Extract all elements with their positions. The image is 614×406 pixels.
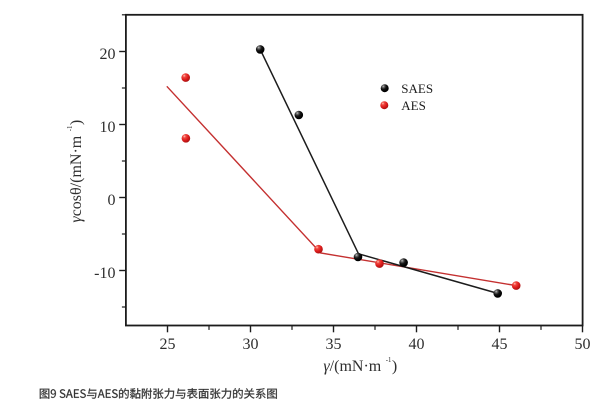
svg-text:γcosθ/(mN·m-1): γcosθ/(mN·m-1) — [67, 120, 85, 223]
svg-text:-10: -10 — [94, 265, 115, 282]
svg-text:45: 45 — [492, 336, 508, 353]
svg-text:0: 0 — [108, 192, 116, 209]
svg-text:AES: AES — [401, 98, 426, 113]
svg-text:25: 25 — [160, 336, 176, 353]
svg-text:20: 20 — [100, 46, 116, 63]
svg-text:SAES: SAES — [401, 81, 433, 96]
svg-text:40: 40 — [409, 336, 425, 353]
svg-text:30: 30 — [243, 336, 259, 353]
svg-text:γ/(mN·m-1): γ/(mN·m -1) — [323, 357, 397, 375]
svg-text:50: 50 — [575, 336, 591, 353]
svg-text:35: 35 — [326, 336, 342, 353]
svg-text:10: 10 — [100, 119, 116, 136]
